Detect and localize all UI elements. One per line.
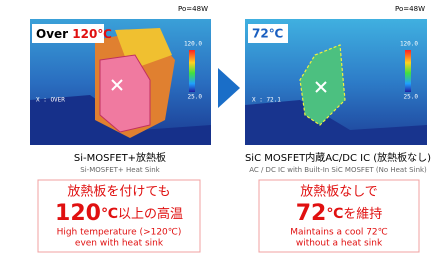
- caption: Si-MOSFET+放熱板: [74, 151, 166, 164]
- power: Po=48W: [395, 5, 425, 13]
- caption: SiC MOSFET内蔵AC/DC IC (放熱板なし): [245, 151, 431, 164]
- scale-max: 120.0: [184, 41, 202, 48]
- mosfet: [100, 55, 150, 132]
- scale-max: 120.0: [400, 41, 418, 48]
- color-bar: [405, 50, 411, 92]
- badge-text: Over 120℃: [36, 27, 112, 41]
- color-bar: [189, 50, 195, 92]
- caption-en: AC / DC IC with Built-In SiC MOSFET (No …: [249, 166, 427, 174]
- text-part: ℃: [326, 206, 343, 222]
- left-panel: Po=48W Over 120℃ 120.0 25.0 X : OVER: [30, 5, 211, 145]
- text-part: Over: [36, 27, 68, 41]
- comparison: Po=48W Over 120℃ 120.0 25.0 X : OVER Po=…: [0, 0, 431, 262]
- result-en: Maintains a cool 72℃: [290, 228, 388, 238]
- right-result: 放熱板なしで 72℃を維持 Maintains a cool 72℃ witho…: [259, 180, 419, 252]
- arrow: [218, 68, 240, 108]
- result-en: even with heat sink: [75, 239, 164, 249]
- caption-en: Si-MOSFET+ Heat Sink: [80, 166, 160, 174]
- text-part: 以上の高温: [118, 206, 183, 222]
- text-part: 72: [296, 201, 327, 226]
- power: Po=48W: [178, 5, 208, 13]
- text-part: ℃: [101, 206, 118, 222]
- result-en: without a heat sink: [296, 239, 383, 249]
- result-en: High temperature (>120℃): [57, 228, 182, 238]
- cursor-readout: X : 72.1: [252, 97, 281, 104]
- scale-min: 25.0: [404, 94, 419, 101]
- right-panel: Po=48W 72℃ 120.0 25.0 X : 72.1: [245, 5, 427, 145]
- text-part: 120: [55, 201, 101, 226]
- cursor-readout: X : OVER: [36, 97, 65, 104]
- result-lead: 放熱板を付けても: [67, 185, 170, 200]
- scale-min: 25.0: [188, 94, 203, 101]
- left-result: 放熱板を付けても 120℃以上の高温 High temperature (>12…: [38, 180, 200, 252]
- badge-text: 72℃: [252, 27, 283, 41]
- result-lead: 放熱板なしで: [300, 185, 378, 200]
- text-part: を維持: [343, 207, 382, 222]
- text-part: 120℃: [72, 27, 112, 41]
